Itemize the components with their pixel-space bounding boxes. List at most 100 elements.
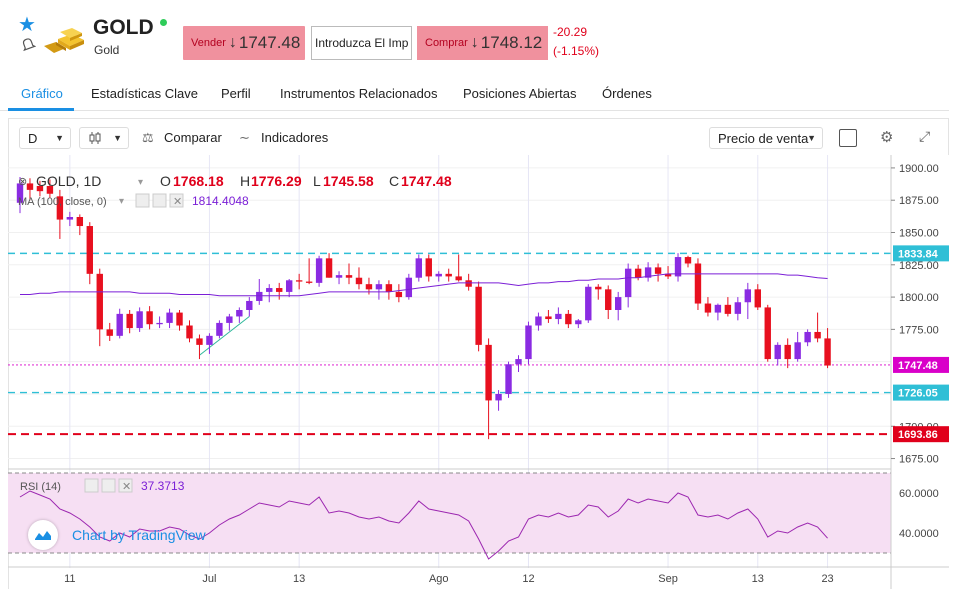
price-line-label: 1747.48 xyxy=(898,360,938,372)
chevron-down-icon[interactable]: ▾ xyxy=(138,177,143,188)
candle-body xyxy=(535,316,542,326)
sell-button[interactable]: Vender ↓ 1747.48 xyxy=(183,26,305,60)
candle xyxy=(126,310,133,334)
interval-select[interactable]: D ▼ xyxy=(19,127,71,149)
tab-bar: Gráfico Estadísticas Clave Perfil Instru… xyxy=(0,78,949,111)
candle xyxy=(515,355,522,372)
interval-value: D xyxy=(28,130,38,146)
price-type-select[interactable]: Precio de venta ▼ xyxy=(709,127,823,149)
candle xyxy=(106,322,113,341)
indicators-button[interactable]: Indicadores xyxy=(261,130,329,145)
arrow-down-icon: ↓ xyxy=(470,34,479,51)
ma-legend: MA (100, close, 0) ▾ ✕ 1814.4048 xyxy=(18,193,249,208)
candle-body xyxy=(156,322,163,325)
price-line-label-bg xyxy=(893,356,949,373)
candle xyxy=(166,308,173,329)
candle-body xyxy=(146,311,153,325)
chart-toolbar: D ▼ ▼ ⚖ Comparar ∼ Indicadores Precio de… xyxy=(9,119,948,157)
candle xyxy=(615,291,622,321)
price-line-label-bg xyxy=(893,426,949,443)
candle-body xyxy=(654,267,662,274)
ma-line xyxy=(20,273,828,297)
chevron-down-icon[interactable]: ▾ xyxy=(119,196,124,207)
close-icon: ✕ xyxy=(122,481,131,493)
instrument-title: GOLD xyxy=(93,16,154,39)
price-type-value: Precio de venta xyxy=(718,130,809,146)
candle xyxy=(375,280,383,300)
candle xyxy=(36,180,44,197)
legend-h-label: H xyxy=(240,173,250,189)
gold-bars-icon xyxy=(44,28,84,53)
eye-icon[interactable] xyxy=(135,193,150,208)
time-tick-label: 12 xyxy=(522,573,534,585)
tradingview-logo-icon xyxy=(28,520,58,550)
rsi-path xyxy=(19,490,828,560)
tab-perfil[interactable]: Perfil xyxy=(221,86,251,101)
candle xyxy=(156,316,163,329)
candle-body xyxy=(345,275,353,278)
time-tick-label: 11 xyxy=(64,573,75,585)
legend-l-value: 1745.58 xyxy=(323,173,374,189)
candle-body xyxy=(664,273,672,277)
gear-icon[interactable]: ⚙ xyxy=(880,129,894,146)
tradingview-watermark[interactable]: Chart by TradingView xyxy=(28,520,206,550)
price-tick-label: 1775.00 xyxy=(899,324,939,336)
tab-ordenes[interactable]: Órdenes xyxy=(602,86,652,101)
candle xyxy=(475,281,482,352)
legend-o-label: O xyxy=(160,173,171,189)
compare-button[interactable]: Comparar xyxy=(164,130,222,145)
candle xyxy=(694,258,702,310)
indicators-icon: ∼ xyxy=(239,130,250,145)
rsi-tick-label: 40.0000 xyxy=(899,528,939,540)
candle-body xyxy=(285,280,293,292)
candle-body xyxy=(744,289,752,303)
amount-input[interactable] xyxy=(311,26,412,60)
candle xyxy=(46,179,54,198)
remove-icon[interactable] xyxy=(169,193,184,208)
candle-body xyxy=(126,313,133,329)
chart-style-select[interactable]: ▼ xyxy=(79,127,129,149)
settings-icon[interactable] xyxy=(101,478,116,493)
market-open-indicator xyxy=(160,19,167,26)
candle-body xyxy=(634,268,642,278)
tab-posiciones-abiertas[interactable]: Posiciones Abiertas xyxy=(463,86,577,101)
tab-instrumentos-relacionados[interactable]: Instrumentos Relacionados xyxy=(280,86,438,101)
candle xyxy=(575,319,582,329)
bell-icon[interactable] xyxy=(20,36,36,52)
candle xyxy=(754,284,761,310)
candle-body xyxy=(246,300,253,310)
candle-body xyxy=(166,312,173,323)
candle-body xyxy=(585,286,592,321)
candle-body xyxy=(236,310,243,317)
candle-body xyxy=(684,257,692,264)
settings-icon[interactable] xyxy=(152,193,167,208)
candle xyxy=(545,310,552,323)
eye-icon[interactable] xyxy=(84,478,99,493)
candle-body xyxy=(615,297,622,310)
moving-average xyxy=(20,273,828,297)
collapse-legend-icon[interactable]: ⊗ xyxy=(18,176,27,188)
price-chart[interactable]: 1900.00 1875.00 1850.00 1825.00 1800.00 1775.… xyxy=(8,155,949,589)
tab-estadisticas-clave[interactable]: Estadísticas Clave xyxy=(91,86,198,101)
candle-body xyxy=(395,291,403,298)
change-absolute: -20.29 xyxy=(553,25,588,39)
candle xyxy=(644,262,652,282)
candles xyxy=(16,176,831,440)
candle xyxy=(505,361,512,398)
fullscreen-icon[interactable]: ⤢ xyxy=(919,128,931,144)
candle-body xyxy=(206,335,213,345)
candle-body xyxy=(774,344,781,360)
screenshot-button[interactable] xyxy=(839,129,857,147)
candle xyxy=(555,307,562,325)
star-icon[interactable]: ★ xyxy=(18,14,36,36)
candle xyxy=(355,267,363,290)
buy-label: Comprar xyxy=(425,37,468,49)
tab-grafico[interactable]: Gráfico xyxy=(21,86,63,101)
candle xyxy=(605,285,612,320)
candle xyxy=(445,268,452,282)
candle xyxy=(764,304,771,362)
candle-body xyxy=(196,338,203,345)
remove-icon[interactable] xyxy=(118,478,133,493)
buy-button[interactable]: Comprar ↓ 1748.12 xyxy=(417,26,548,60)
rsi-legend-label: RSI (14) xyxy=(20,481,61,493)
